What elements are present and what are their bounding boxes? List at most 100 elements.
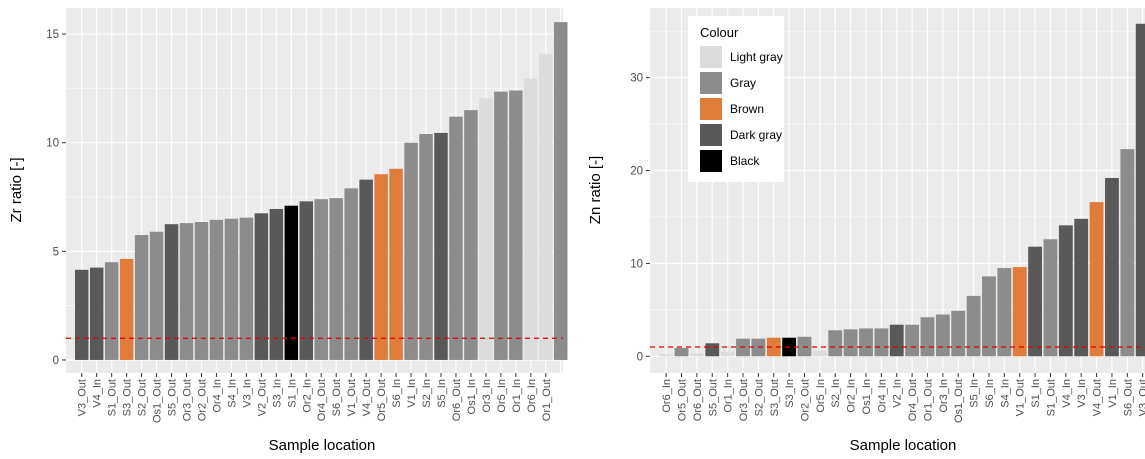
- zn-y-axis-title: Zn ratio [-]: [587, 156, 604, 224]
- zr-x-tick-label: S2_In: [421, 379, 433, 408]
- zn-bar: [1105, 177, 1119, 357]
- zr-bar: [494, 91, 508, 360]
- zr-x-tick-label: S5_Out: [167, 379, 179, 416]
- zn-bar: [905, 324, 920, 357]
- zn-bars: [659, 23, 1145, 357]
- zn-bar: [1074, 218, 1089, 357]
- zr-x-tick-label: Or6_Out: [451, 379, 463, 421]
- zn-x-tick-label: V4_Out: [1092, 379, 1104, 416]
- legend-key-gray: [700, 72, 722, 94]
- zr-bar: [539, 53, 553, 360]
- zr-x-tick-label: S4_In: [226, 379, 238, 408]
- zr-x-tick-label: Or2_Out: [196, 379, 208, 421]
- zn-x-tick-label: S4_In: [999, 379, 1011, 408]
- zr-bar: [449, 116, 463, 360]
- zr-bar: [179, 223, 194, 360]
- zn-bar: [659, 354, 674, 357]
- zr-x-tick-label: S5_In: [436, 379, 448, 408]
- zr-x-tick-label: V3_In: [241, 379, 253, 408]
- zr-bar: [209, 219, 224, 360]
- zn-x-tick-label: Os1_In: [861, 379, 873, 414]
- zn-x-tick-label: S6_Out: [1122, 379, 1134, 416]
- zn-x-tick-label: S2_Out: [753, 379, 765, 416]
- zn-bar: [982, 276, 996, 357]
- zn-x-tick-label: Or5_Out: [677, 379, 689, 421]
- legend-key-dark-gray: [700, 124, 722, 146]
- zr-bar: [149, 231, 164, 360]
- zn-x-tick-label: S5_Out: [707, 379, 719, 416]
- zr-x-tick-label: S1_In: [286, 379, 298, 408]
- zn-y-tick-label: 10: [630, 258, 643, 270]
- zr-x-tick-label: V1_In: [406, 379, 418, 408]
- zn-bar: [889, 324, 904, 357]
- zr-bar: [329, 198, 343, 360]
- zr-y-axis-title: Zr ratio [-]: [8, 157, 25, 222]
- zr-bar: [464, 110, 478, 360]
- zr-bar: [269, 208, 284, 360]
- zr-x-tick-label: V3_Out: [77, 379, 89, 416]
- zr-x-tick-label: Or1_In: [511, 379, 523, 413]
- zr-bar: [239, 217, 254, 360]
- zn-bar: [812, 350, 827, 357]
- zr-x-tick-label: Or2_In: [301, 379, 313, 413]
- zn-x-tick-label: Or6_In: [661, 379, 673, 413]
- zr-bar: [314, 199, 328, 360]
- legend-label: Gray: [730, 76, 756, 90]
- zn-x-tick-label: Or3_Out: [738, 379, 750, 421]
- zn-bar: [935, 314, 950, 357]
- zr-bar: [284, 205, 299, 360]
- zr-bar: [194, 222, 209, 360]
- zn-x-tick-labels: Or6_In Or5_Out Or6_Out S5_Out Or1_In Or3_Out S…: [661, 373, 1145, 423]
- zr-bar: [89, 267, 104, 360]
- zn-x-tick-label: S3_In: [784, 379, 796, 408]
- legend-label: Light gray: [730, 50, 783, 64]
- zn-x-tick-label: S1_In: [1030, 379, 1042, 408]
- zr-bar: [224, 218, 239, 360]
- zr-bars: [74, 22, 568, 360]
- zn-bar: [951, 310, 966, 357]
- zn-x-tick-label: Or1_Out: [922, 379, 934, 421]
- zn-y-tick-label: 30: [630, 73, 643, 85]
- zn-x-tick-label: V3_In: [1076, 379, 1088, 408]
- zr-y-tick-label: 0: [53, 355, 59, 367]
- zr-x-tick-label: Or4_Out: [316, 379, 328, 421]
- zn-y-tick-label: 0: [637, 351, 643, 363]
- zn-x-tick-label: Or2_Out: [799, 379, 811, 421]
- zr-y-tick-label: 15: [46, 29, 59, 41]
- zr-x-tick-label: Os1_In: [466, 379, 478, 414]
- zn-x-tick-label: V4_In: [1061, 379, 1073, 408]
- zn-bar: [1043, 239, 1058, 357]
- zr-x-tick-label: S6_Out: [331, 379, 343, 416]
- zr-bar: [299, 201, 314, 360]
- zn-x-tick-label: Or4_In: [876, 379, 888, 413]
- zr-x-tick-label: S3_Out: [122, 379, 134, 416]
- zr-bar: [404, 142, 418, 360]
- zn-x-axis-title: Sample location: [850, 437, 957, 454]
- zr-x-tick-label: Or4_In: [211, 379, 223, 413]
- zr-x-tick-label: S1_Out: [107, 379, 119, 416]
- legend-key-black: [700, 150, 722, 172]
- zn-x-tick-label: Or4_Out: [907, 379, 919, 421]
- zn-bar: [1058, 225, 1073, 357]
- legend-label: Brown: [730, 102, 764, 116]
- legend-label: Dark gray: [730, 128, 782, 142]
- zn-x-tick-label: S3_Out: [769, 379, 781, 416]
- zr-bar: [524, 78, 538, 360]
- zr-x-tick-label: V2_Out: [256, 379, 268, 416]
- zn-x-tick-label: Or5_In: [815, 379, 827, 413]
- zn-bar: [720, 351, 735, 357]
- zr-y-tick-label: 10: [46, 138, 59, 150]
- zr-x-tick-label: S3_In: [271, 379, 283, 408]
- zn-bar: [1089, 202, 1104, 357]
- zn-bar: [1135, 23, 1145, 357]
- zn-x-tick-label: Or3_In: [938, 379, 950, 413]
- zr-x-tick-label: Or5_Out: [376, 379, 388, 421]
- zr-bar: [509, 90, 523, 360]
- zn-x-tick-label: V2_In: [892, 379, 904, 408]
- zr-bar: [344, 188, 358, 360]
- zr-bar: [374, 174, 388, 360]
- legend-key-light-gray: [700, 46, 722, 68]
- zn-x-tick-label: V1_In: [1107, 379, 1119, 408]
- zn-x-tick-label: S2_In: [830, 379, 842, 408]
